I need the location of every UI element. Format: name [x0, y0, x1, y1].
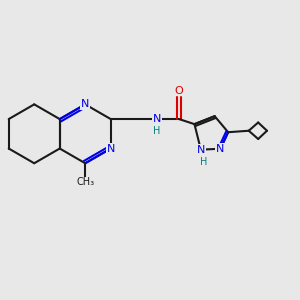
Text: N: N [216, 144, 225, 154]
Text: N: N [106, 143, 115, 154]
Text: O: O [175, 85, 183, 95]
Text: CH₃: CH₃ [76, 177, 94, 188]
Text: H: H [153, 126, 161, 136]
Text: N: N [81, 99, 89, 110]
Text: N: N [153, 114, 161, 124]
Text: H: H [200, 157, 208, 167]
Text: N: N [196, 145, 205, 154]
